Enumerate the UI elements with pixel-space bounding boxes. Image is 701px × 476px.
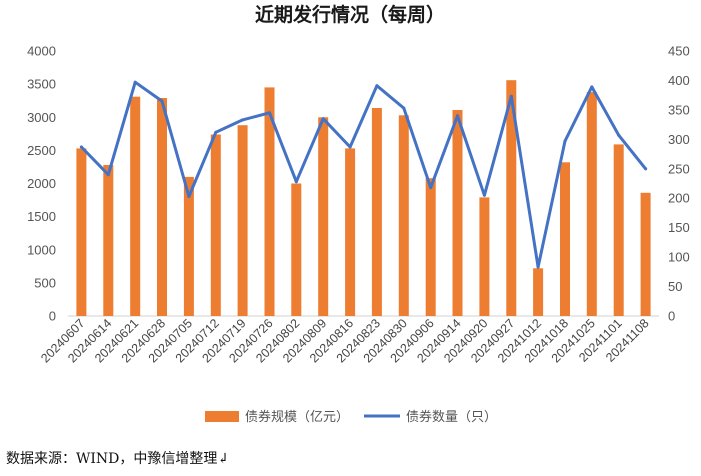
right-tick-label: 400 [668, 73, 690, 88]
right-axis: 0 50 100 150 200 250 300 350 400 450 [668, 44, 690, 324]
right-tick-label: 350 [668, 102, 690, 117]
bar [586, 92, 597, 316]
line-point [429, 186, 433, 190]
line-point [482, 193, 486, 197]
bar [291, 183, 302, 316]
line-point [79, 145, 83, 149]
legend: 债券规模（亿元） 债券数量（只） [205, 409, 497, 425]
right-tick-label: 300 [668, 132, 690, 147]
bar [76, 148, 87, 316]
line-point [617, 133, 621, 137]
right-tick-label: 100 [668, 250, 690, 265]
line-point [294, 180, 298, 184]
line-point [321, 117, 325, 121]
line-point [590, 85, 594, 89]
source-note: 数据来源：WIND，中豫信增整理↲ [6, 451, 230, 467]
left-tick-label: 2500 [27, 143, 56, 158]
line-point [160, 99, 164, 103]
bar [345, 148, 356, 316]
line-point [106, 173, 110, 177]
left-axis: 0 500 1000 1500 2000 2500 3000 3500 4000 [27, 44, 56, 324]
left-tick-label: 0 [49, 309, 56, 324]
line-point [133, 80, 137, 84]
bar [640, 192, 651, 316]
bar [103, 165, 114, 316]
bar [318, 117, 329, 317]
line-series [79, 80, 648, 269]
line-point [268, 111, 271, 115]
line-point [644, 167, 648, 171]
bar [613, 144, 624, 316]
right-tick-label: 200 [668, 191, 690, 206]
x-axis-labels: 2024060720240614202406212024062820240705… [38, 316, 651, 365]
line-point [348, 145, 352, 149]
bar [398, 115, 409, 316]
left-tick-label: 1000 [27, 242, 56, 257]
bar [425, 178, 436, 316]
bar [560, 162, 570, 316]
bar [264, 87, 275, 317]
line-point [536, 265, 540, 269]
bar [506, 80, 517, 316]
bar [371, 108, 382, 316]
left-tick-label: 1500 [27, 209, 56, 224]
legend-label-line: 债券数量（只） [406, 409, 497, 425]
bar [237, 125, 248, 316]
right-tick-label: 0 [668, 309, 675, 324]
bar [157, 98, 167, 316]
line-point [187, 195, 191, 198]
bar [130, 96, 141, 316]
line-point [563, 139, 567, 143]
legend-label-bar: 债券规模（亿元） [245, 409, 349, 425]
series-line [79, 80, 648, 269]
left-tick-label: 4000 [27, 44, 56, 59]
bar [210, 134, 221, 316]
left-tick-label: 2000 [27, 176, 56, 191]
right-tick-label: 50 [668, 279, 682, 294]
left-tick-label: 3000 [27, 110, 56, 125]
left-tick-label: 3500 [27, 77, 56, 92]
right-tick-label: 150 [668, 220, 690, 235]
line-point [402, 106, 406, 110]
line-point [456, 114, 459, 118]
line-point [375, 84, 379, 88]
bar [479, 197, 490, 316]
right-tick-label: 450 [668, 44, 690, 59]
chart-title: 近期发行情况（每周） [255, 3, 445, 26]
right-tick-label: 250 [668, 161, 690, 176]
line-point [241, 118, 245, 122]
line-point [509, 94, 513, 98]
left-tick-label: 500 [34, 275, 56, 290]
bar-series [76, 80, 651, 317]
legend-swatch-bar [205, 411, 239, 422]
bar [452, 110, 463, 316]
line-point [214, 130, 218, 134]
bar [533, 268, 544, 316]
bar [183, 176, 194, 316]
